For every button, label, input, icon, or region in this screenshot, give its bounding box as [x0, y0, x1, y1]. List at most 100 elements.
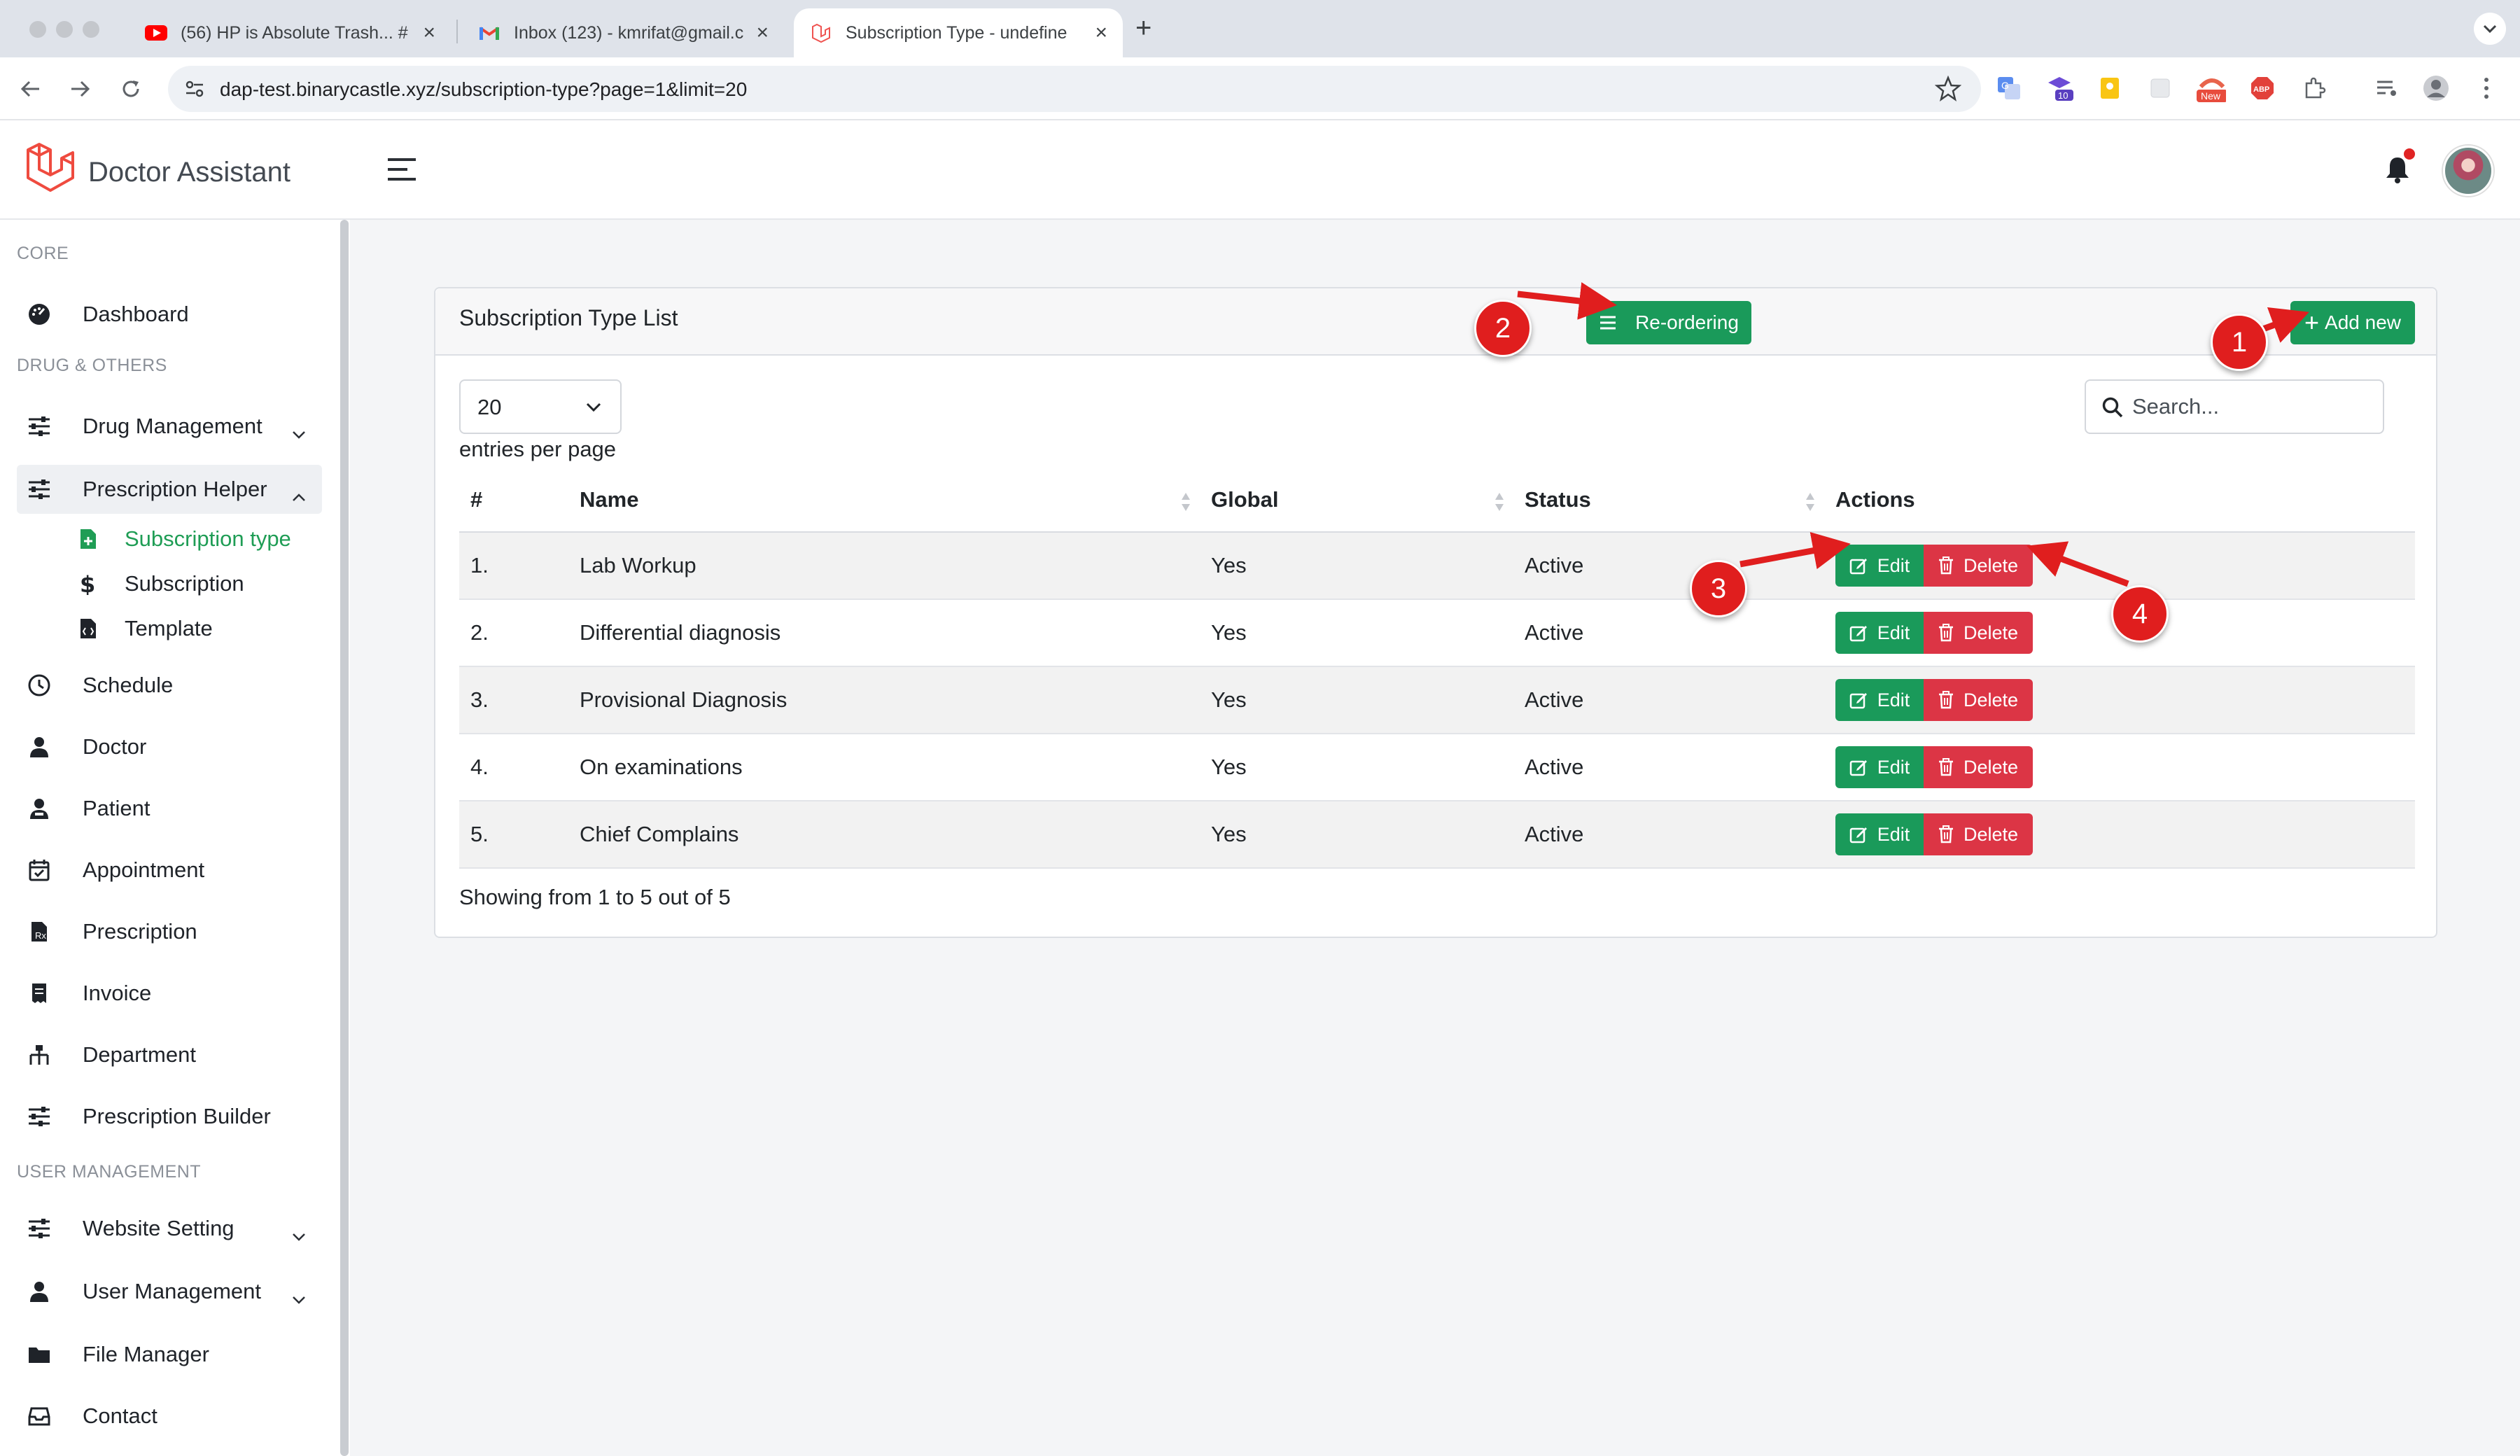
reorder-button[interactable]: Re-ordering — [1586, 301, 1751, 344]
sidebar-item-patient[interactable]: Patient — [17, 784, 322, 833]
site-settings-icon[interactable] — [183, 78, 206, 104]
sidebar-item-prescription-helper[interactable]: Prescription Helper — [17, 465, 322, 514]
sidebar-scrollbar[interactable] — [340, 220, 349, 1456]
bookmark-star-icon[interactable] — [1934, 75, 1962, 106]
reload-icon[interactable] — [115, 73, 147, 105]
page-size-select[interactable]: 20 — [459, 379, 622, 434]
browser-tab-gmail[interactable]: Inbox (123) - kmrifat@gmail.c × — [462, 8, 784, 57]
sort-icon[interactable] — [1494, 491, 1505, 512]
annotation-marker-2: 2 — [1474, 300, 1532, 357]
trash-icon — [1938, 825, 1953, 844]
delete-button[interactable]: Delete — [1924, 612, 2033, 654]
new-badge-extension-icon[interactable]: New — [2195, 73, 2226, 104]
column-header-status[interactable]: Status — [1525, 468, 1835, 533]
laravel-icon — [809, 23, 833, 43]
close-tab-icon[interactable]: × — [1095, 21, 1107, 44]
browser-tab-active[interactable]: Subscription Type - undefine × — [794, 8, 1123, 57]
extension-badge-10[interactable]: 10 — [2044, 73, 2075, 104]
sidebar-item-prescription[interactable]: Rx Prescription — [17, 907, 322, 956]
cell-number: 5. — [459, 801, 580, 869]
sidebar-item-doctor[interactable]: Doctor — [17, 722, 322, 771]
chevron-down-icon — [586, 402, 601, 412]
browser-menu-icon[interactable] — [2471, 73, 2502, 104]
close-tab-icon[interactable]: × — [756, 21, 769, 44]
cell-name: Chief Complains — [580, 801, 1211, 869]
sidebar-subitem-subscription-type[interactable]: Subscription type — [76, 526, 291, 552]
sidebar-item-schedule[interactable]: Schedule — [17, 661, 322, 710]
sidebar: CORE Dashboard DRUG & OTHERS Drug Manage… — [0, 220, 350, 1456]
menu-toggle-icon[interactable] — [386, 157, 417, 186]
sidebar-item-prescription-builder[interactable]: Prescription Builder — [17, 1092, 322, 1141]
close-tab-icon[interactable]: × — [423, 21, 435, 44]
cell-actions: Edit Delete — [1835, 666, 2415, 734]
sidebar-subitem-subscription[interactable]: $ Subscription — [76, 571, 244, 596]
sidebar-subitem-template[interactable]: Template — [76, 616, 213, 641]
cell-global: Yes — [1211, 734, 1525, 802]
inbox-icon — [25, 1406, 53, 1426]
money-bill-icon: $ — [76, 573, 101, 595]
edit-label: Edit — [1877, 756, 1910, 778]
sidebar-item-contact[interactable]: Contact — [17, 1392, 322, 1441]
bell-icon[interactable] — [2384, 155, 2411, 187]
forward-arrow-icon[interactable] — [64, 73, 97, 105]
edit-button[interactable]: Edit — [1835, 679, 1924, 721]
media-queue-icon[interactable] — [2372, 73, 2402, 104]
window-close-dot[interactable] — [29, 21, 46, 38]
sidebar-item-file-manager[interactable]: File Manager — [17, 1330, 322, 1379]
edit-button[interactable]: Edit — [1835, 813, 1924, 855]
column-header-label: Status — [1525, 486, 1591, 512]
cell-actions: Edit Delete — [1835, 734, 2415, 802]
edit-button[interactable]: Edit — [1835, 545, 1924, 587]
browser-tab-youtube[interactable]: (56) HP is Absolute Trash... # × — [129, 8, 451, 57]
sidebar-item-user-management[interactable]: User Management — [17, 1267, 322, 1316]
address-bar[interactable]: dap-test.binarycastle.xyz/subscription-t… — [168, 66, 1981, 112]
brand-name[interactable]: Doctor Assistant — [88, 157, 291, 188]
entries-per-page-label: entries per page — [459, 437, 617, 461]
sidebar-item-website-setting[interactable]: Website Setting — [17, 1204, 322, 1253]
search-input[interactable] — [2132, 389, 2370, 424]
new-tab-icon[interactable]: + — [1135, 13, 1152, 43]
tab-search-chevron-icon[interactable] — [2474, 13, 2506, 45]
table-body: 1. Lab Workup Yes Active Edit Delete 2. … — [459, 532, 2415, 869]
laravel-logo-icon — [25, 140, 78, 201]
delete-button[interactable]: Delete — [1924, 746, 2033, 788]
sidebar-item-invoice[interactable]: Invoice — [17, 969, 322, 1018]
keep-icon[interactable] — [2094, 73, 2125, 104]
edit-button[interactable]: Edit — [1835, 612, 1924, 654]
user-doctor-icon — [25, 736, 53, 758]
cell-name: On examinations — [580, 734, 1211, 802]
sidebar-item-dashboard[interactable]: Dashboard — [17, 290, 322, 339]
annotation-marker-1: 1 — [2211, 314, 2268, 371]
cell-global: Yes — [1211, 599, 1525, 667]
column-header-name[interactable]: Name — [580, 468, 1211, 533]
adblock-icon[interactable]: ABP — [2247, 73, 2278, 104]
profile-icon[interactable] — [2421, 73, 2451, 104]
column-header-global[interactable]: Global — [1211, 468, 1525, 533]
blank-extension-icon[interactable] — [2145, 73, 2176, 104]
avatar[interactable] — [2443, 146, 2493, 196]
delete-button[interactable]: Delete — [1924, 679, 2033, 721]
youtube-icon — [144, 23, 168, 43]
cell-name: Provisional Diagnosis — [580, 666, 1211, 734]
sort-icon[interactable] — [1805, 491, 1816, 512]
table-row: 1. Lab Workup Yes Active Edit Delete — [459, 532, 2415, 600]
cell-global: Yes — [1211, 666, 1525, 734]
sidebar-item-department[interactable]: Department — [17, 1030, 322, 1079]
back-arrow-icon[interactable] — [14, 73, 46, 105]
window-minimize-dot[interactable] — [56, 21, 73, 38]
add-new-button[interactable]: + Add new — [2290, 301, 2415, 344]
window-zoom-dot[interactable] — [83, 21, 99, 38]
search-box[interactable] — [2085, 379, 2384, 434]
reorder-label: Re-ordering — [1635, 312, 1739, 333]
delete-button[interactable]: Delete — [1924, 813, 2033, 855]
delete-button[interactable]: Delete — [1924, 545, 2033, 587]
sidebar-item-drug-management[interactable]: Drug Management — [17, 402, 322, 451]
translate-icon[interactable]: G — [1994, 73, 2024, 104]
delete-label: Delete — [1963, 756, 2019, 778]
edit-button[interactable]: Edit — [1835, 746, 1924, 788]
puzzle-icon[interactable] — [2299, 73, 2330, 104]
sort-icon[interactable] — [1180, 491, 1191, 512]
sidebar-item-appointment[interactable]: Appointment — [17, 846, 322, 895]
delete-label: Delete — [1963, 689, 2019, 710]
sidebar-item-label: Invoice — [83, 981, 152, 1005]
